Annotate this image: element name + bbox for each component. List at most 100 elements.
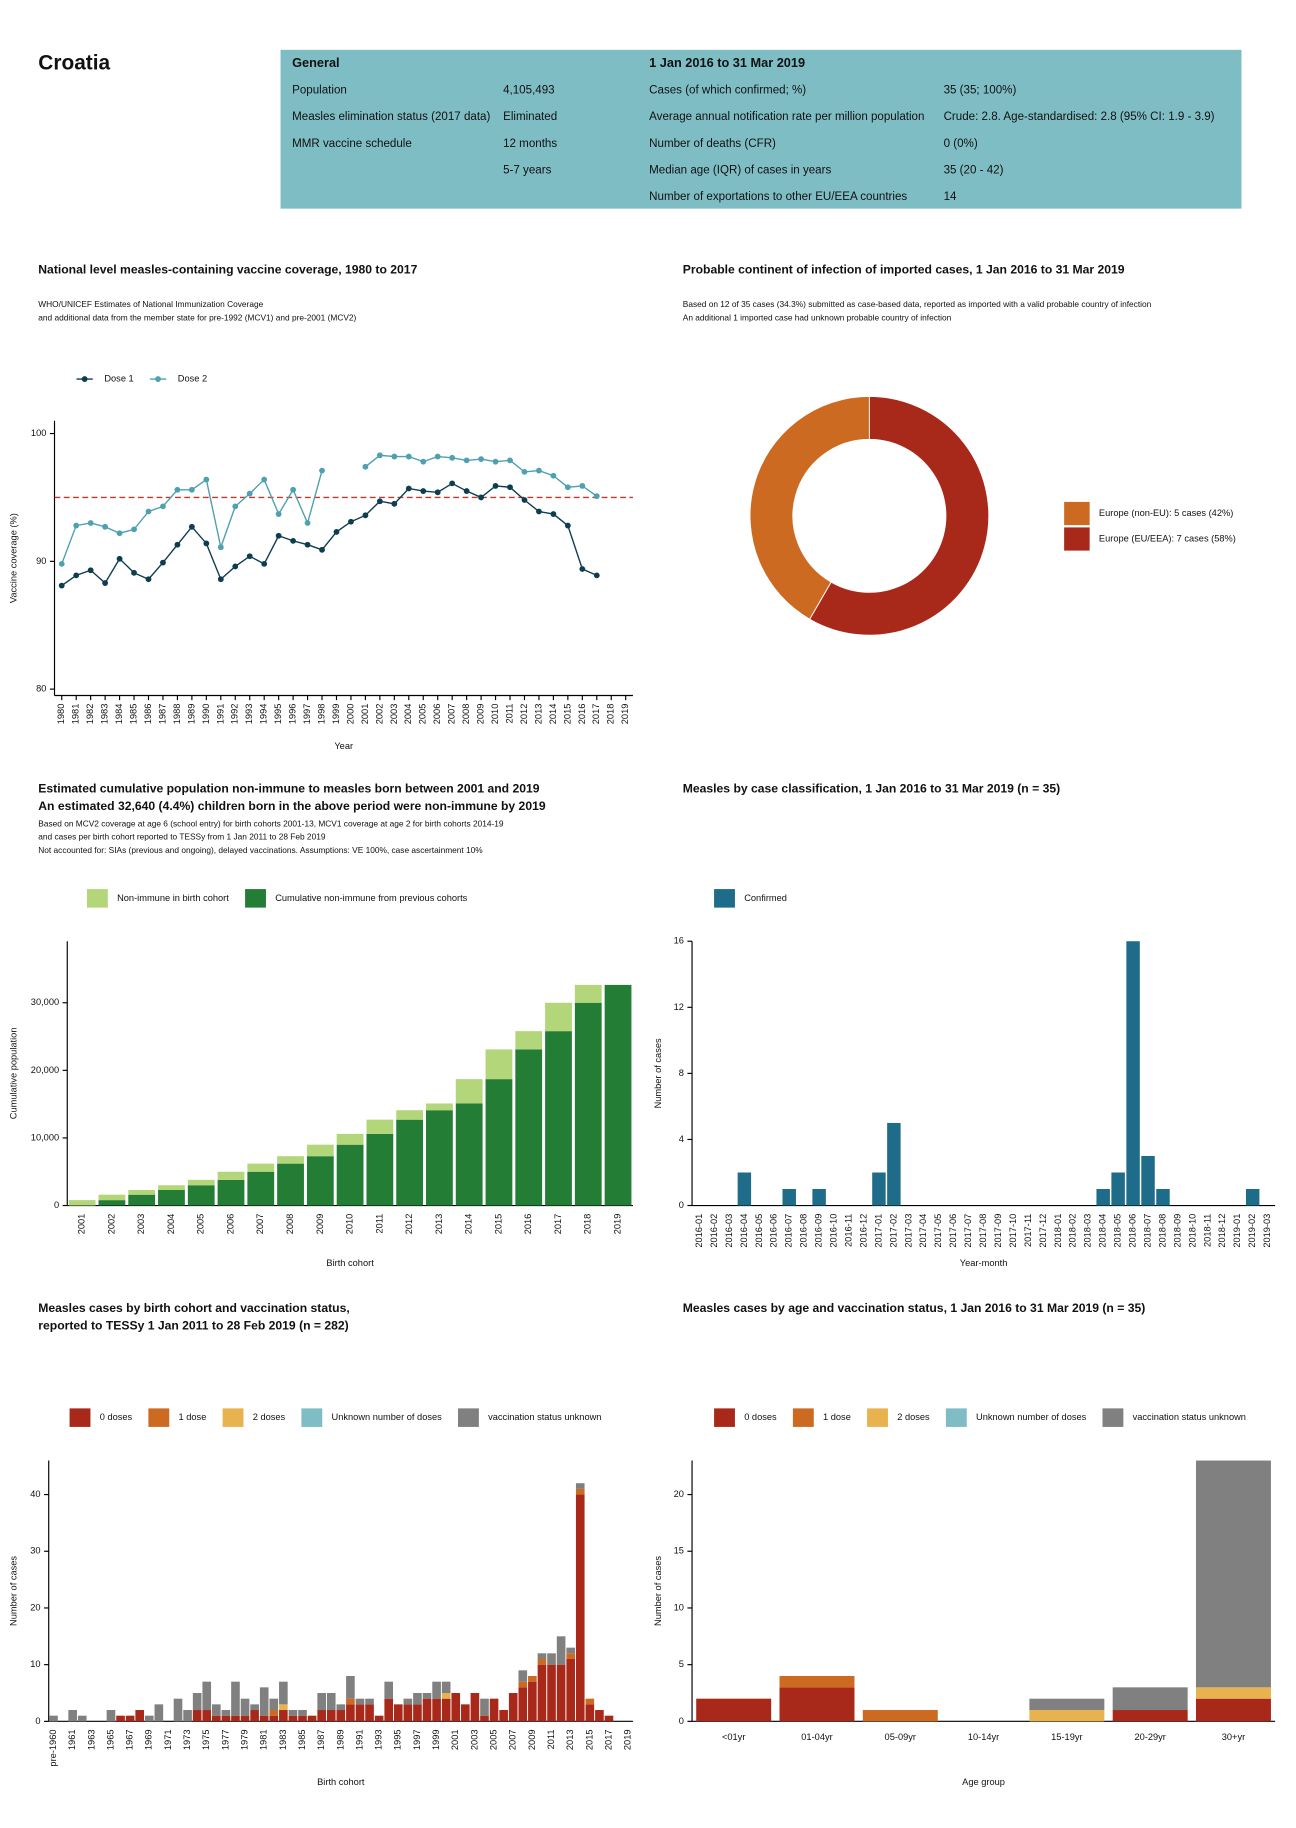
- data-point: [188, 486, 195, 493]
- x-tick-label: 1983: [100, 704, 110, 725]
- chart-title: Measles cases by birth cohort and vaccin…: [38, 1301, 349, 1315]
- y-tick-label: 15: [674, 1546, 684, 1556]
- bar: [77, 1715, 87, 1722]
- x-tick-label: 2014: [464, 1214, 474, 1235]
- x-tick-label: 1999: [431, 1729, 441, 1750]
- x-tick-label: 1984: [114, 704, 124, 725]
- bar: [355, 1698, 365, 1705]
- x-tick-label: 2005: [489, 1729, 499, 1750]
- data-point: [521, 497, 528, 503]
- bar: [872, 1172, 886, 1206]
- bar: [240, 1698, 250, 1716]
- x-tick-label: pre-1960: [48, 1729, 58, 1766]
- data-point: [58, 560, 65, 567]
- legend-swatch: [714, 1408, 735, 1427]
- bar: [887, 1122, 901, 1206]
- chart-title: reported to TESSy 1 Jan 2011 to 28 Feb 2…: [38, 1318, 348, 1332]
- bar: [422, 1698, 432, 1722]
- data-point: [261, 560, 268, 567]
- bar: [426, 1103, 453, 1111]
- data-point: [73, 572, 80, 579]
- legend-swatch: [222, 1408, 244, 1427]
- bar: [212, 1704, 221, 1716]
- bar: [441, 1693, 451, 1699]
- bar: [346, 1675, 355, 1699]
- legend-swatch: [148, 1408, 170, 1427]
- data-point: [319, 467, 325, 474]
- bar: [288, 1715, 298, 1722]
- data-point: [203, 540, 210, 547]
- data-point: [304, 520, 311, 526]
- x-tick-label: 2012: [404, 1214, 414, 1235]
- x-tick-label: 2007: [508, 1729, 518, 1750]
- bar: [537, 1653, 547, 1659]
- x-tick-label: 2018-12: [1217, 1214, 1227, 1248]
- bar: [366, 1119, 394, 1134]
- bar: [574, 984, 602, 1003]
- bar: [187, 1179, 215, 1186]
- legend-swatch: [1064, 501, 1090, 526]
- legend-label: Dose 1: [104, 373, 133, 383]
- x-tick-label: 1987: [316, 1729, 326, 1750]
- bar: [217, 1171, 245, 1180]
- bar: [247, 1163, 275, 1172]
- x-tick-label: 20-29yr: [1134, 1732, 1165, 1742]
- y-tick-label: 16: [674, 936, 684, 946]
- bar: [277, 1163, 304, 1206]
- bar: [441, 1698, 451, 1722]
- bar: [547, 1664, 556, 1722]
- bar: [336, 1704, 346, 1711]
- x-axis-label: Birth cohort: [326, 1258, 374, 1268]
- data-point: [102, 580, 109, 586]
- data-point: [87, 520, 94, 526]
- bar: [528, 1681, 537, 1722]
- x-tick-label: 2015: [493, 1214, 503, 1235]
- x-tick-label: 2003: [389, 704, 399, 725]
- x-tick-label: 2016-08: [799, 1214, 809, 1248]
- x-tick-label: 1999: [331, 704, 341, 725]
- x-tick-label: 1977: [220, 1729, 230, 1750]
- y-tick-label: 90: [36, 556, 46, 566]
- y-tick-label: 30: [30, 1546, 40, 1556]
- x-tick-label: 2001: [360, 704, 370, 725]
- data-point: [174, 541, 181, 548]
- info-value: Crude: 2.8. Age-standardised: 2.8 (95% C…: [944, 111, 1215, 123]
- bar: [49, 1715, 58, 1722]
- legend-label: Europe (EU/EEA): 7 cases (58%): [1099, 533, 1236, 543]
- x-tick-label: 2017-10: [1008, 1214, 1018, 1248]
- x-tick-label: 2019: [612, 1214, 622, 1235]
- x-tick-label: 2004: [166, 1214, 176, 1235]
- data-point: [478, 494, 484, 501]
- x-tick-label: 2016-05: [754, 1214, 764, 1248]
- x-tick-label: 2016: [577, 704, 587, 725]
- legend-swatch: [458, 1408, 479, 1427]
- bar: [128, 1189, 156, 1195]
- x-tick-label: 2016-10: [829, 1214, 839, 1248]
- data-point: [507, 457, 513, 464]
- legend-swatch: [867, 1408, 888, 1427]
- bar: [154, 1704, 164, 1722]
- x-tick-label: 1997: [302, 704, 312, 725]
- bar: [269, 1698, 279, 1711]
- bar: [485, 1049, 513, 1080]
- data-point: [449, 480, 456, 487]
- bar: [451, 1693, 461, 1722]
- bar: [1112, 1687, 1188, 1711]
- data-point: [593, 572, 600, 579]
- data-point: [420, 488, 427, 494]
- y-tick-label: 10: [674, 1602, 684, 1612]
- bar: [574, 1002, 602, 1206]
- x-tick-label: 1993: [244, 704, 254, 725]
- x-tick-label: 2017-06: [948, 1214, 958, 1248]
- x-tick-label: 2016-06: [769, 1214, 779, 1248]
- x-tick-label: 1989: [335, 1729, 345, 1750]
- y-tick-label: 10: [30, 1659, 40, 1669]
- bar: [1141, 1155, 1155, 1206]
- legend-dot: [155, 376, 161, 382]
- bar: [1126, 941, 1140, 1206]
- info-label: Population: [292, 84, 347, 96]
- x-tick-label: 1985: [297, 1729, 307, 1750]
- data-point: [362, 463, 369, 470]
- x-tick-label: 1995: [273, 704, 283, 725]
